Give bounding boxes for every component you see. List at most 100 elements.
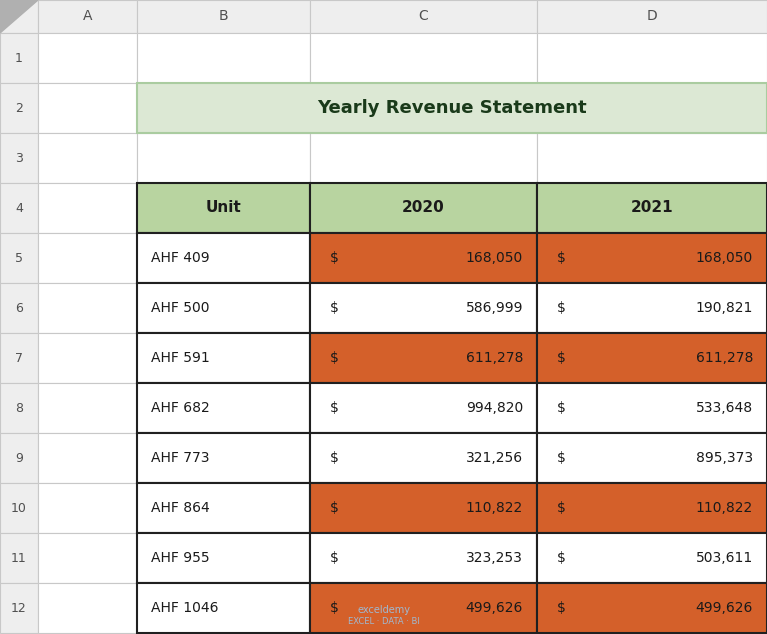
Text: 321,256: 321,256 [466, 451, 523, 465]
Bar [310, 483, 537, 533]
Text: 533,648: 533,648 [696, 401, 753, 415]
Text: AHF 682: AHF 682 [151, 401, 209, 415]
Bar [537, 233, 767, 283]
Bar [310, 433, 537, 483]
Bar [0, 283, 38, 333]
Text: 9: 9 [15, 451, 23, 465]
Text: 6: 6 [15, 302, 23, 314]
Text: 3: 3 [15, 152, 23, 164]
Text: 611,278: 611,278 [466, 351, 523, 365]
Text: 611,278: 611,278 [696, 351, 753, 365]
Bar [0, 233, 38, 283]
Bar [310, 283, 537, 333]
Text: $: $ [330, 551, 339, 565]
Bar [38, 133, 137, 183]
Text: $: $ [557, 601, 566, 615]
Text: 4: 4 [15, 202, 23, 214]
Text: 11: 11 [12, 552, 27, 564]
Text: 895,373: 895,373 [696, 451, 753, 465]
Text: $: $ [330, 351, 339, 365]
Bar [38, 483, 137, 533]
Bar [537, 283, 767, 333]
Text: $: $ [330, 251, 339, 265]
Bar [537, 483, 767, 533]
Text: exceldemy: exceldemy [357, 605, 410, 615]
Bar [0, 433, 38, 483]
Bar [310, 33, 537, 83]
Bar [38, 283, 137, 333]
Text: 2021: 2021 [630, 200, 673, 216]
Bar [0, 533, 38, 583]
Text: 323,253: 323,253 [466, 551, 523, 565]
Text: $: $ [557, 301, 566, 315]
Bar [537, 583, 767, 633]
Bar [137, 283, 310, 333]
Bar [38, 333, 137, 383]
Text: $: $ [330, 501, 339, 515]
Bar [310, 0, 537, 33]
Bar [137, 183, 310, 233]
Text: 499,626: 499,626 [696, 601, 753, 615]
Text: $: $ [330, 601, 339, 615]
Bar [38, 83, 137, 133]
Bar [537, 33, 767, 83]
Bar [310, 333, 537, 383]
Polygon shape [0, 0, 38, 33]
Bar [310, 133, 537, 183]
Text: $: $ [557, 401, 566, 415]
Text: A: A [83, 10, 92, 23]
Bar [38, 33, 137, 83]
Bar [137, 133, 310, 183]
Text: $: $ [557, 351, 566, 365]
Bar [137, 83, 767, 133]
Text: D: D [647, 10, 657, 23]
Text: 994,820: 994,820 [466, 401, 523, 415]
Text: Yearly Revenue Statement: Yearly Revenue Statement [318, 99, 587, 117]
Bar [537, 0, 767, 33]
Bar [310, 233, 537, 283]
Text: 5: 5 [15, 252, 23, 264]
Bar [0, 183, 38, 233]
Text: $: $ [557, 251, 566, 265]
Text: 110,822: 110,822 [466, 501, 523, 515]
Bar [38, 583, 137, 633]
Text: 7: 7 [15, 351, 23, 365]
Bar [0, 0, 38, 33]
Bar [38, 233, 137, 283]
Bar [137, 233, 310, 283]
Bar [137, 0, 310, 33]
Bar [38, 383, 137, 433]
Text: 110,822: 110,822 [696, 501, 753, 515]
Text: 1: 1 [15, 51, 23, 65]
Bar [310, 533, 537, 583]
Text: AHF 500: AHF 500 [151, 301, 209, 315]
Text: $: $ [557, 451, 566, 465]
Bar [137, 433, 310, 483]
Bar [38, 183, 137, 233]
Bar [38, 433, 137, 483]
Bar [0, 33, 38, 83]
Text: $: $ [557, 501, 566, 515]
Bar [137, 483, 310, 533]
Bar [137, 333, 310, 383]
Text: AHF 409: AHF 409 [151, 251, 209, 265]
Bar [0, 133, 38, 183]
Text: 168,050: 168,050 [466, 251, 523, 265]
Text: 8: 8 [15, 401, 23, 415]
Bar [137, 533, 310, 583]
Bar [537, 133, 767, 183]
Text: 503,611: 503,611 [696, 551, 753, 565]
Bar [537, 433, 767, 483]
Bar [0, 483, 38, 533]
Text: AHF 773: AHF 773 [151, 451, 209, 465]
Bar [0, 333, 38, 383]
Text: Unit: Unit [206, 200, 242, 216]
Bar [537, 383, 767, 433]
Text: 168,050: 168,050 [696, 251, 753, 265]
Text: AHF 864: AHF 864 [151, 501, 209, 515]
Text: B: B [219, 10, 229, 23]
Text: $: $ [557, 551, 566, 565]
Bar [537, 183, 767, 233]
Bar [137, 583, 310, 633]
Bar [137, 33, 310, 83]
